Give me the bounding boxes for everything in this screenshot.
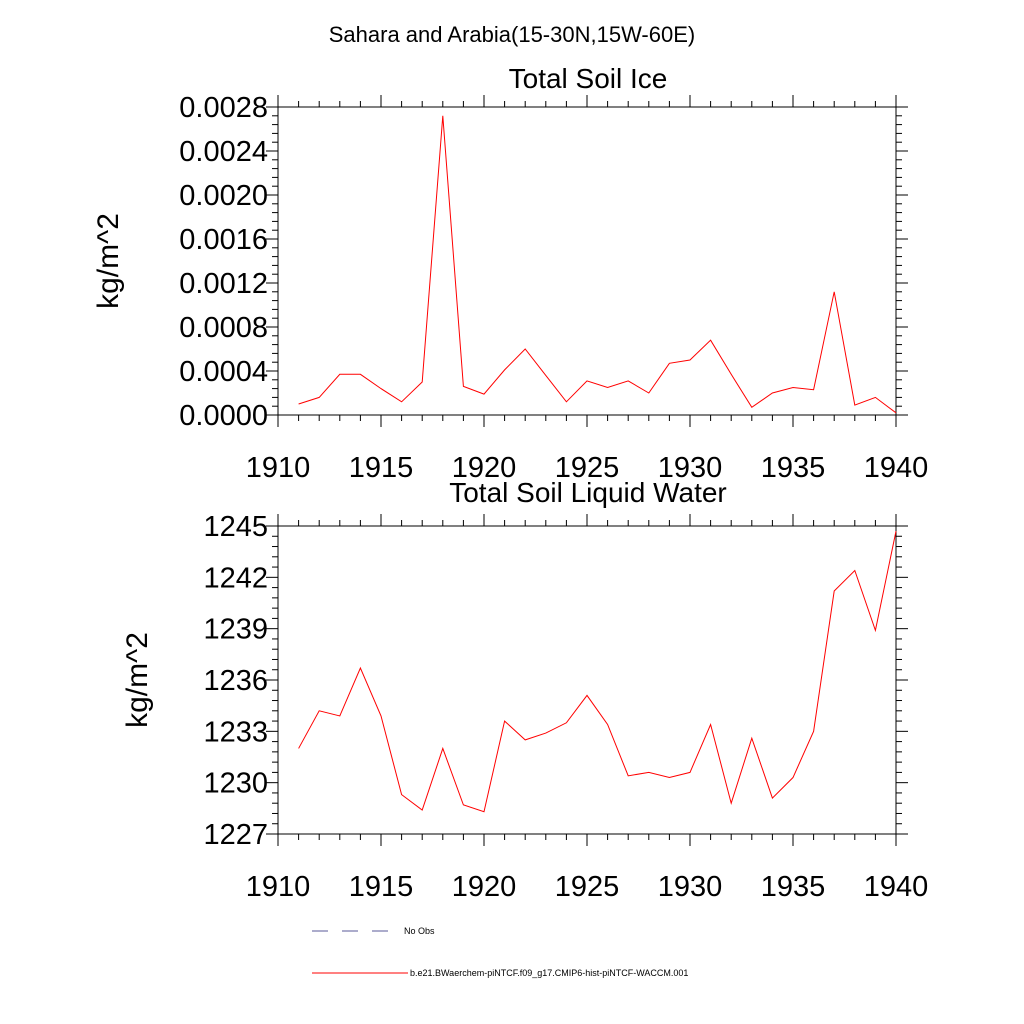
series-group-soil-liquid-water <box>298 531 897 813</box>
y-tick-label-soil-liquid-water: 1239 <box>203 614 268 646</box>
x-tick-label-soil-ice: 1915 <box>349 452 414 484</box>
y-tick-label-soil-liquid-water: 1227 <box>203 819 268 851</box>
series-line-soil-liquid-water <box>298 531 897 813</box>
y-tick-label-soil-ice: 0.0000 <box>179 400 268 432</box>
y-tick-label-soil-ice: 0.0028 <box>179 92 268 124</box>
legend: No Obs b.e21.BWaerchem-piNTCF.f09_g17.CM… <box>312 926 688 978</box>
y-tick-label-soil-liquid-water: 1230 <box>203 768 268 800</box>
y-axis-label-soil-liquid-water: kg/m^2 <box>121 632 154 728</box>
series-line-soil-ice <box>298 115 897 414</box>
chart-panel-soil-liquid-water: Total Soil Liquid Water kg/m^2 1910 1915 1… <box>121 477 928 903</box>
y-axis-label-soil-ice: kg/m^2 <box>92 213 125 309</box>
x-tick-label-soil-liquid-water: 1910 <box>246 871 311 903</box>
x-tick-label-soil-ice: 1920 <box>452 452 517 484</box>
x-tick-label-soil-liquid-water: 1920 <box>452 871 517 903</box>
y-tick-label-soil-ice: 0.0024 <box>179 136 268 168</box>
legend-label-model-run: b.e21.BWaerchem-piNTCF.f09_g17.CMIP6-his… <box>410 968 688 978</box>
y-tick-label-soil-liquid-water: 1245 <box>203 511 268 543</box>
figure-suptitle: Sahara and Arabia(15-30N,15W-60E) <box>329 22 695 47</box>
legend-item-model-run: b.e21.BWaerchem-piNTCF.f09_g17.CMIP6-his… <box>312 968 688 978</box>
x-tick-label-soil-ice: 1910 <box>246 452 311 484</box>
axes-soil-liquid-water: 1910 1915 1920 1925 1930 1935 1940 1227 1230 1233… <box>203 511 928 903</box>
x-tick-label-soil-ice: 1940 <box>864 452 929 484</box>
y-tick-label-soil-ice: 0.0008 <box>179 312 268 344</box>
axes-soil-ice: 1910 1915 1920 1925 1930 1935 1940 0.0000 0.0004… <box>179 92 928 484</box>
x-tick-label-soil-liquid-water: 1940 <box>864 871 929 903</box>
plot-frame-soil-liquid-water <box>277 525 897 835</box>
x-tick-label-soil-liquid-water: 1915 <box>349 871 414 903</box>
x-tick-label-soil-liquid-water: 1925 <box>555 871 620 903</box>
y-tick-label-soil-liquid-water: 1242 <box>203 562 268 594</box>
x-tick-label-soil-ice: 1930 <box>658 452 723 484</box>
y-tick-label-soil-ice: 0.0020 <box>179 180 268 212</box>
y-tick-label-soil-liquid-water: 1236 <box>203 665 268 697</box>
chart-title-soil-ice: Total Soil Ice <box>509 63 668 94</box>
y-tick-label-soil-liquid-water: 1233 <box>203 716 268 748</box>
plot-frame-soil-ice <box>277 106 897 416</box>
x-tick-label-soil-liquid-water: 1935 <box>761 871 826 903</box>
legend-item-no-obs: No Obs <box>312 926 435 936</box>
legend-label-no-obs: No Obs <box>404 926 435 936</box>
chart-title-soil-liquid-water: Total Soil Liquid Water <box>449 477 727 508</box>
y-tick-label-soil-ice: 0.0004 <box>179 356 268 388</box>
x-tick-label-soil-ice: 1925 <box>555 452 620 484</box>
y-tick-label-soil-ice: 0.0012 <box>179 268 268 300</box>
y-tick-label-soil-ice: 0.0016 <box>179 224 268 256</box>
series-group-soil-ice <box>298 115 897 414</box>
x-tick-label-soil-liquid-water: 1930 <box>658 871 723 903</box>
chart-panel-soil-ice: Total Soil Ice kg/m^2 1910 1915 1920 1925 19… <box>92 63 928 484</box>
x-tick-label-soil-ice: 1935 <box>761 452 826 484</box>
